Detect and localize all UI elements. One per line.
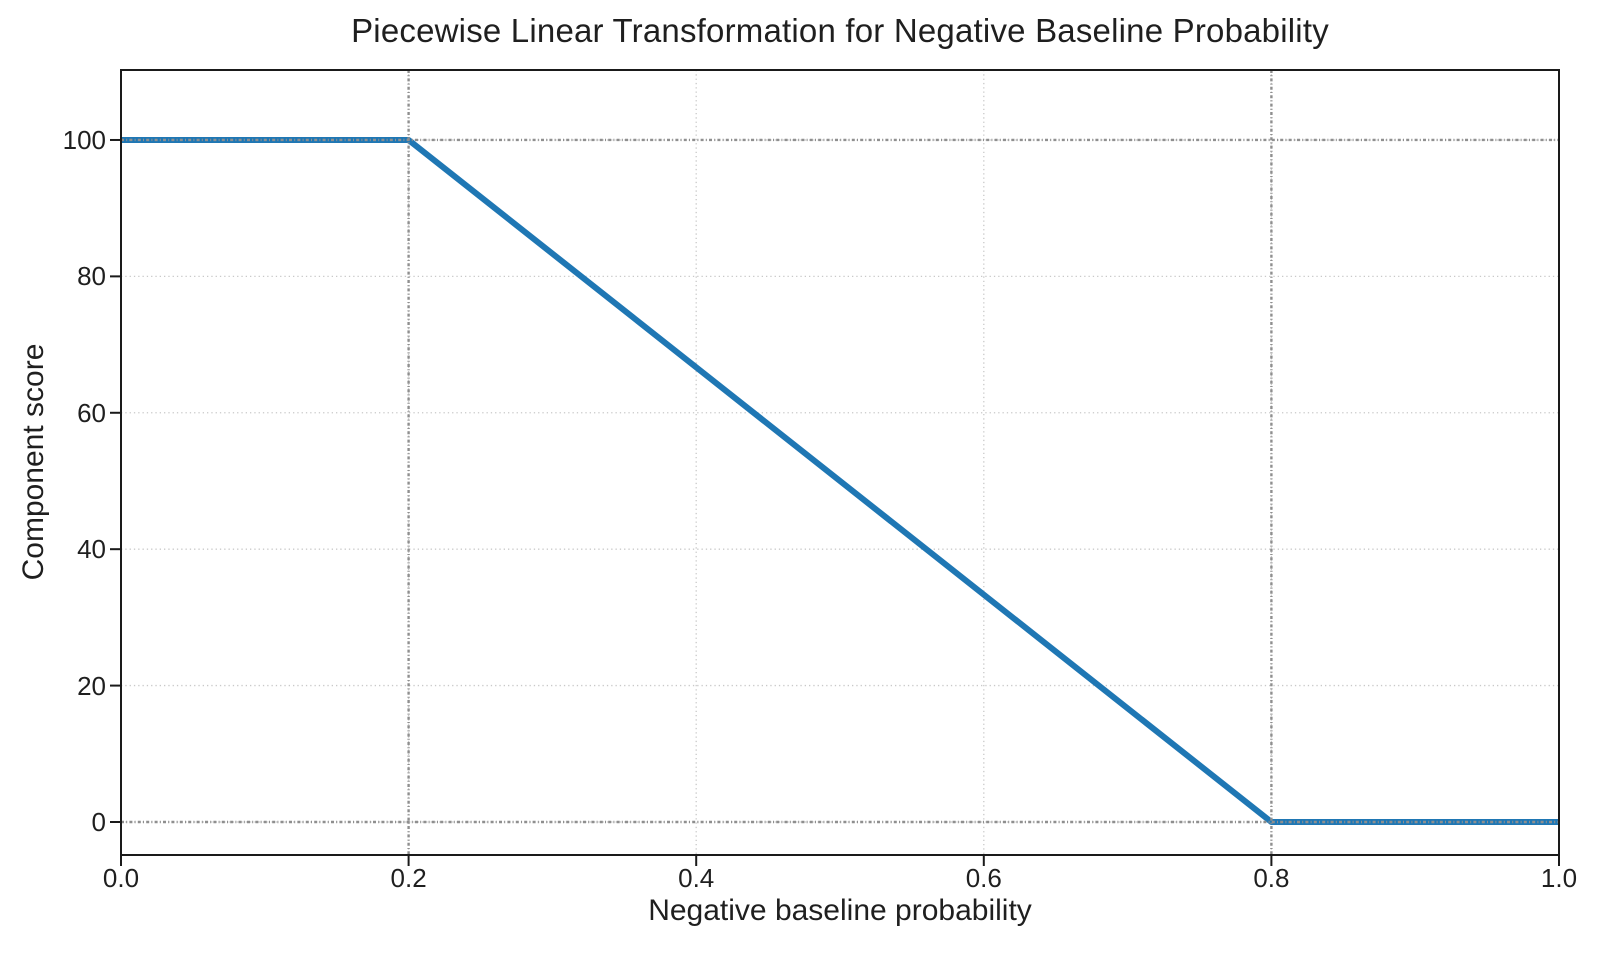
y-tick-label: 60	[77, 397, 106, 428]
x-tick-label: 0.2	[390, 863, 427, 893]
x-axis-label: Negative baseline probability	[648, 894, 1032, 927]
x-tick-label: 1.0	[1540, 863, 1578, 893]
y-tick-label: 20	[77, 670, 106, 701]
chart-title: Piecewise Linear Transformation for Nega…	[351, 12, 1329, 49]
x-tick-label: 0.0	[102, 863, 140, 893]
y-tick-label: 80	[77, 261, 106, 292]
y-tick-label: 40	[77, 534, 106, 565]
x-tick-label: 0.6	[965, 863, 1002, 893]
x-tick-label: 0.8	[1253, 863, 1290, 893]
x-tick-label: 0.4	[678, 863, 715, 893]
plot-frame	[120, 69, 1560, 856]
y-tick-label: 0	[91, 806, 106, 837]
y-tick-label: 100	[62, 124, 106, 155]
data-line	[121, 136, 1559, 825]
